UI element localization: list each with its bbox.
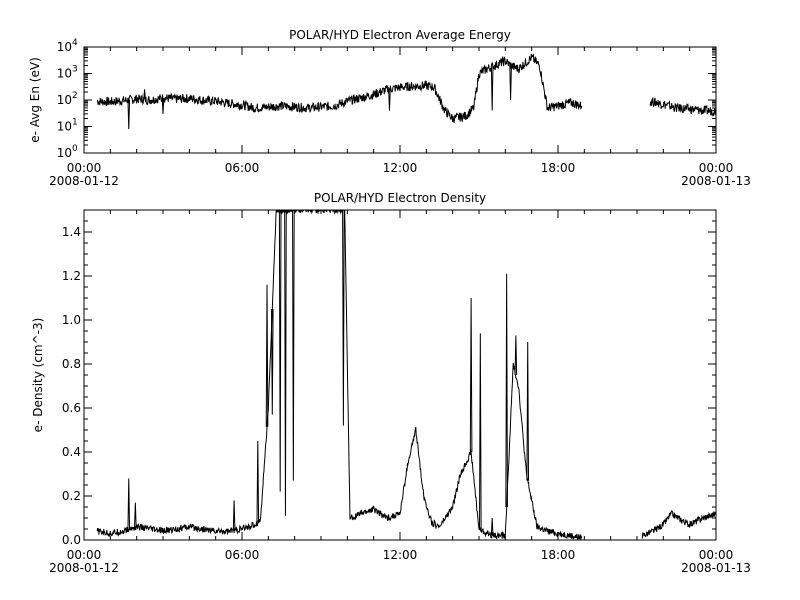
energy-chart-title: POLAR/HYD Electron Average Energy — [289, 28, 511, 42]
density-x-tick-label: 00:00 — [67, 548, 102, 562]
density-series-group — [96, 210, 716, 540]
density-x-tick-label: 18:00 — [541, 548, 576, 562]
energy-x-tick-label: 00:00 — [67, 161, 102, 175]
energy-panel: POLAR/HYD Electron Average Energy e- Avg… — [28, 28, 751, 188]
density-y-tick-label: 0.8 — [62, 357, 81, 371]
energy-x-tick-label: 00:00 — [699, 161, 734, 175]
density-spike — [265, 284, 269, 427]
density-y-tick-label: 0.6 — [62, 401, 81, 415]
energy-y-tick-label: 10 — [57, 67, 72, 81]
energy-spike — [143, 89, 146, 100]
energy-x-tick-label: 18:00 — [541, 161, 576, 175]
density-y-tick-label: 1.2 — [62, 269, 81, 283]
density-spike — [134, 502, 137, 528]
density-x-tick-label: 12:00 — [383, 548, 418, 562]
energy-x-date-label: 2008-01-12 — [49, 174, 119, 188]
density-spike — [284, 210, 287, 516]
energy-series-line — [649, 97, 716, 117]
energy-series — [96, 53, 716, 130]
density-y-axis-label: e- Density (cm^-3) — [31, 318, 45, 433]
density-y-tick-label: 1.4 — [62, 225, 81, 239]
energy-y-tick-exponent: 4 — [72, 38, 78, 48]
energy-y-axis-label: e- Avg En (eV) — [28, 57, 42, 143]
density-spike — [490, 517, 494, 535]
energy-y-tick-label: 10 — [57, 146, 72, 160]
density-spike — [479, 333, 482, 530]
density-chart-title: POLAR/HYD Electron Density — [314, 191, 486, 205]
energy-x-tick-label: 06:00 — [225, 161, 260, 175]
density-x-date-label: 2008-01-12 — [49, 561, 119, 575]
density-plot-frame — [83, 209, 717, 541]
energy-y-tick-exponent: 1 — [72, 118, 78, 128]
density-spike — [292, 210, 295, 481]
energy-y-tick-exponent: 3 — [72, 65, 78, 75]
density-y-tick-label: 1.0 — [62, 313, 81, 327]
density-y-tick-label: 0.2 — [62, 489, 81, 503]
energy-x-date-label: 2008-01-13 — [681, 174, 751, 188]
density-spike — [256, 440, 260, 523]
energy-y-tick-label: 10 — [57, 120, 72, 134]
energy-plot-frame — [83, 46, 717, 154]
energy-spike — [490, 66, 494, 111]
energy-y-tick-exponent: 2 — [72, 91, 78, 101]
density-series — [96, 210, 716, 540]
density-x-tick-label: 06:00 — [225, 548, 260, 562]
density-x-date-label: 2008-01-13 — [681, 561, 751, 575]
density-x-tick-label: 00:00 — [699, 548, 734, 562]
energy-spike — [127, 99, 131, 130]
energy-series-line — [96, 53, 583, 123]
energy-y-tick-label: 10 — [57, 40, 72, 54]
energy-x-tick-label: 12:00 — [383, 161, 418, 175]
energy-series-group — [96, 53, 716, 130]
density-spike — [270, 308, 274, 415]
density-spike — [469, 297, 473, 453]
energy-spike — [509, 65, 512, 101]
density-y-tick-label: 0.0 — [62, 533, 81, 547]
density-spike — [514, 335, 518, 376]
density-y-tick-label: 0.4 — [62, 445, 81, 459]
density-spike — [232, 500, 236, 531]
density-spike — [526, 341, 530, 481]
density-spike — [505, 273, 508, 508]
density-series-line — [96, 210, 583, 540]
energy-spike — [161, 97, 165, 114]
density-spike — [342, 210, 345, 426]
density-spike — [127, 478, 131, 530]
density-spike — [278, 210, 282, 492]
density-series-line — [641, 510, 716, 539]
energy-y-tick-exponent: 0 — [72, 144, 78, 154]
energy-y-tick-label: 10 — [57, 93, 72, 107]
density-panel: POLAR/HYD Electron Density e- Density (c… — [31, 191, 751, 575]
energy-spike — [388, 89, 391, 111]
